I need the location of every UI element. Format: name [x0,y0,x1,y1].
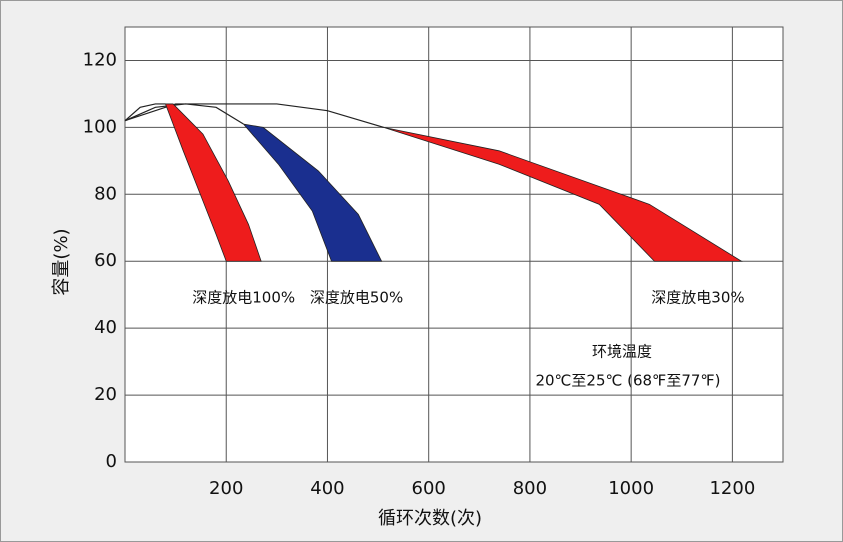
band-label: 深度放电50% [310,289,403,307]
annotation: 20℃至25℃ (68℉至77℉) [535,372,720,390]
annotation: 环境温度 [592,343,652,361]
y-axis-label: 容量(%) [51,228,72,295]
x-tick-label: 1000 [608,478,654,499]
x-tick-label: 800 [513,478,547,499]
y-tick-label: 0 [106,451,117,472]
y-tick-label: 20 [94,384,117,405]
band-label: 深度放电100% [192,289,295,307]
y-tick-label: 100 [83,116,117,137]
x-axis-label: 循环次数(次) [378,508,482,529]
curve [124,103,166,122]
band [242,123,383,262]
band [383,126,743,262]
y-tick-label: 60 [94,250,117,271]
x-tick-label: 600 [412,478,446,499]
x-tick-label: 200 [209,478,243,499]
x-tick-label: 1200 [709,478,755,499]
band [164,103,262,262]
y-tick-label: 120 [83,49,117,70]
y-tick-label: 40 [94,317,117,338]
y-tick-label: 80 [94,183,117,204]
x-tick-label: 400 [310,478,344,499]
band-label: 深度放电30% [651,289,744,307]
